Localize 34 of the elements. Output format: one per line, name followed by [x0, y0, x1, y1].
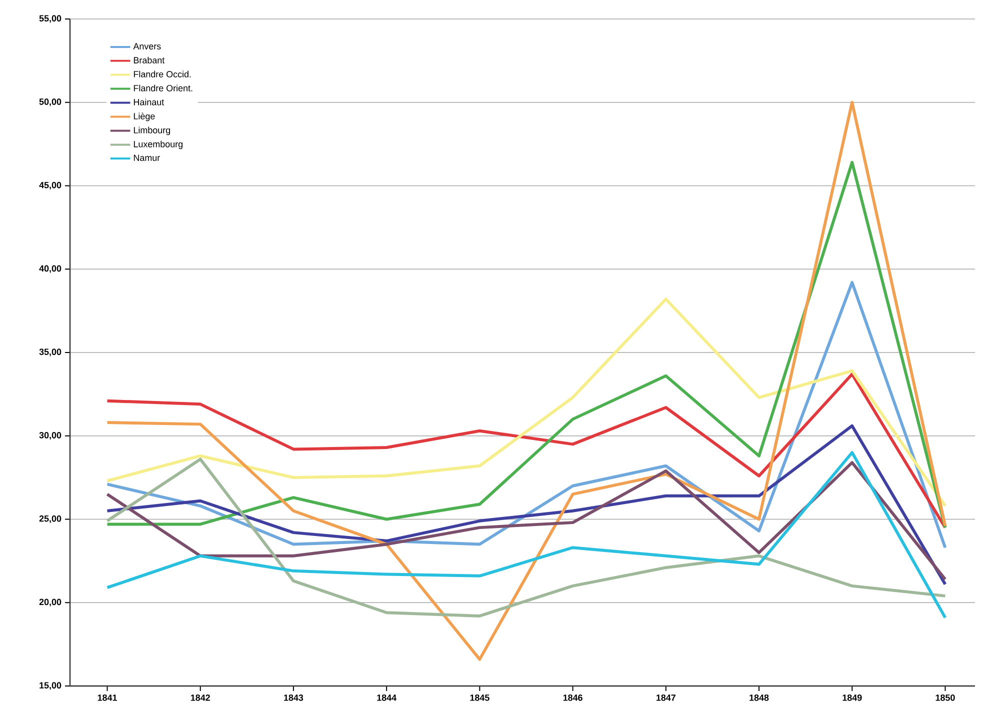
line-series — [106, 298, 947, 508]
y-tick-label: 50,00 — [39, 98, 62, 106]
legend-label: Liège — [134, 112, 155, 122]
y-tick-label: 40,00 — [39, 265, 62, 273]
x-tick-label: 1849 — [842, 694, 862, 701]
x-tick-label: 1846 — [563, 694, 582, 701]
x-tick-label: 1850 — [936, 694, 955, 701]
legend-label: Namur — [134, 154, 160, 161]
line-series — [106, 424, 947, 586]
x-tick-label: 1845 — [470, 694, 490, 701]
legend-label: Limbourg — [134, 126, 170, 136]
x-tick-label: 1841 — [98, 694, 117, 701]
y-tick-label: 55,00 — [39, 15, 62, 23]
x-tick-label: 1843 — [284, 694, 304, 701]
x-tick-label: 1844 — [377, 694, 396, 701]
legend-label: Flandre Occid. — [134, 70, 191, 78]
x-tick-label: 1842 — [190, 694, 210, 701]
legend-label: Brabant — [134, 56, 165, 64]
legend-label: Anvers — [133, 43, 161, 50]
y-tick-label: 35,00 — [39, 348, 62, 356]
line-series — [106, 100, 947, 661]
legend-label: Hainaut — [134, 98, 164, 106]
line-series — [106, 160, 947, 530]
legend-label: Flandre Orient. — [134, 84, 192, 92]
y-tick-label: 30,00 — [39, 432, 62, 440]
x-tick-label: 1847 — [656, 694, 676, 701]
y-tick-label: 25,00 — [39, 515, 62, 524]
legend-label: Luxembourg — [134, 140, 182, 150]
y-tick-label: 45,00 — [39, 182, 62, 190]
y-tick-label: 15,00 — [40, 682, 62, 690]
y-tick-label: 20,00 — [39, 598, 62, 606]
line-series — [106, 372, 947, 530]
x-tick-label: 1848 — [750, 694, 769, 701]
line-series — [106, 461, 947, 581]
